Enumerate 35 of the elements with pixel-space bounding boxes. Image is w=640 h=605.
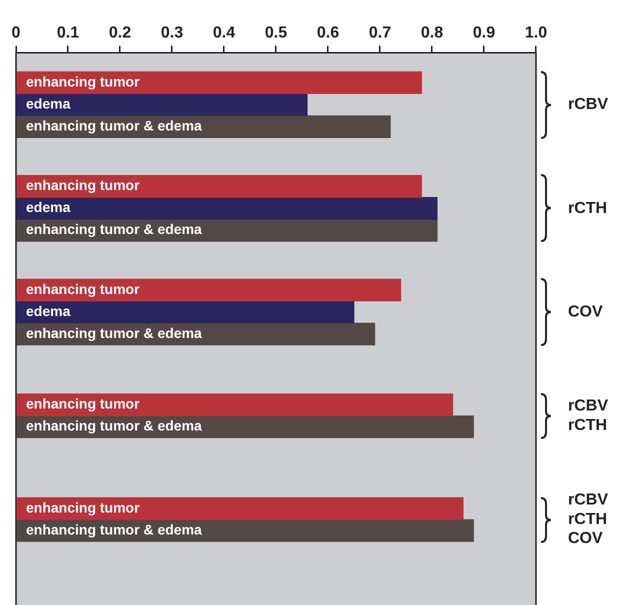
x-tick-label: 0.6: [316, 24, 340, 42]
y-tick-label: rCBV: [568, 96, 608, 114]
x-tick-label: 0.7: [368, 24, 392, 42]
text: edema: [26, 302, 70, 319]
series-label: enhancing tumor & edema: [26, 521, 202, 538]
text: enhancing tumor: [26, 499, 140, 516]
bar: [16, 175, 422, 198]
y-tick-label: rCTH: [568, 200, 608, 217]
series-label: edema: [26, 96, 71, 112]
x-tick-label: 0.1: [56, 24, 80, 42]
text: enhancing tumor & edema: [26, 221, 202, 238]
text: enhancing tumor & edema: [26, 118, 202, 134]
bar: [16, 93, 308, 116]
x-tick-label: 0: [12, 24, 21, 42]
bar: [16, 300, 354, 324]
x-tick-label: 0.5: [264, 24, 288, 42]
x-tick-label: 1.0: [524, 24, 548, 42]
bar: [16, 278, 402, 302]
text: enhancing tumor: [26, 396, 140, 412]
x-tick-label: 0.8: [420, 24, 444, 42]
bar: [16, 197, 438, 220]
y-tick-label: rCBV rCTH: [568, 398, 608, 434]
text: enhancing tumor: [26, 280, 140, 297]
text: enhancing tumor & edema: [26, 324, 202, 341]
text: edema: [26, 199, 70, 216]
series-label: enhancing tumor: [26, 74, 140, 90]
bar: [16, 71, 422, 94]
y-tick-label: COV: [568, 304, 603, 321]
x-tick-label: 0.4: [212, 24, 236, 42]
y-tick-label: rCBV rCTH COV: [568, 492, 608, 548]
text: enhancing tumor & edema: [26, 418, 202, 434]
text: enhancing tumor: [26, 177, 140, 194]
x-tick-label: 0.2: [108, 24, 132, 42]
x-tick-label: 0.9: [472, 24, 496, 42]
x-tick-label: 0.3: [160, 24, 184, 42]
